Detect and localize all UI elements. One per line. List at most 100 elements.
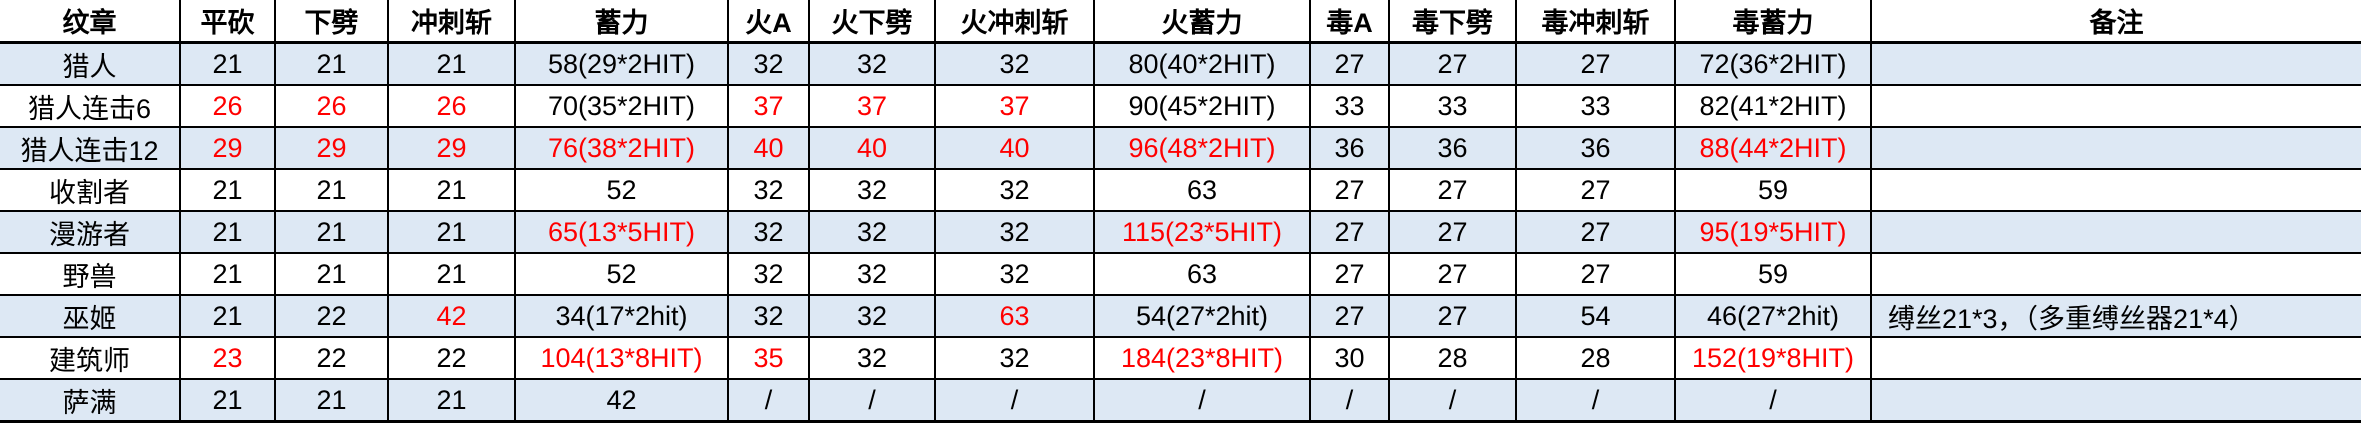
value-cell[interactable]: 26 xyxy=(274,84,389,128)
column-header[interactable]: 火蓄力 xyxy=(1093,0,1311,44)
value-cell[interactable]: 21 xyxy=(274,168,389,212)
value-cell[interactable]: 21 xyxy=(274,252,389,296)
value-cell[interactable]: 32 xyxy=(808,252,936,296)
value-cell[interactable]: 27 xyxy=(1309,168,1390,212)
value-cell[interactable]: 21 xyxy=(274,210,389,254)
value-cell[interactable]: 46(27*2hit) xyxy=(1674,294,1872,338)
value-cell[interactable]: 40 xyxy=(808,126,936,170)
value-cell[interactable]: 27 xyxy=(1388,41,1517,86)
value-cell[interactable]: 29 xyxy=(274,126,389,170)
value-cell[interactable]: 22 xyxy=(274,336,389,380)
crest-name-cell[interactable]: 巫姬 xyxy=(0,294,181,338)
value-cell[interactable]: 52 xyxy=(514,168,729,212)
crest-name-cell[interactable]: 漫游者 xyxy=(0,210,181,254)
value-cell[interactable]: 152(19*8HIT) xyxy=(1674,336,1872,380)
value-cell[interactable]: / xyxy=(934,378,1095,423)
value-cell[interactable]: 32 xyxy=(727,168,810,212)
column-header[interactable]: 毒蓄力 xyxy=(1674,0,1872,44)
value-cell[interactable]: 33 xyxy=(1309,84,1390,128)
value-cell[interactable]: 90(45*2HIT) xyxy=(1093,84,1311,128)
value-cell[interactable]: 36 xyxy=(1309,126,1390,170)
value-cell[interactable]: / xyxy=(1309,378,1390,423)
value-cell[interactable]: 21 xyxy=(387,168,516,212)
value-cell[interactable]: 27 xyxy=(1515,41,1676,86)
value-cell[interactable]: 88(44*2HIT) xyxy=(1674,126,1872,170)
value-cell[interactable]: / xyxy=(1388,378,1517,423)
value-cell[interactable]: 42 xyxy=(514,378,729,423)
value-cell[interactable]: / xyxy=(808,378,936,423)
value-cell[interactable]: 54(27*2hit) xyxy=(1093,294,1311,338)
crest-name-cell[interactable]: 建筑师 xyxy=(0,336,181,380)
value-cell[interactable]: 29 xyxy=(387,126,516,170)
crest-name-cell[interactable]: 萨满 xyxy=(0,378,181,423)
value-cell[interactable]: 30 xyxy=(1309,336,1390,380)
note-cell[interactable]: 缚丝21*3，（多重缚丝器21*4） xyxy=(1870,294,2361,338)
value-cell[interactable]: 37 xyxy=(727,84,810,128)
column-header[interactable]: 火冲刺斩 xyxy=(934,0,1095,44)
value-cell[interactable]: 59 xyxy=(1674,252,1872,296)
column-header[interactable]: 火A xyxy=(727,0,810,44)
value-cell[interactable]: 42 xyxy=(387,294,516,338)
note-cell[interactable] xyxy=(1870,378,2361,423)
value-cell[interactable]: 27 xyxy=(1388,294,1517,338)
value-cell[interactable]: 37 xyxy=(934,84,1095,128)
value-cell[interactable]: 28 xyxy=(1515,336,1676,380)
value-cell[interactable]: 22 xyxy=(274,294,389,338)
value-cell[interactable]: 27 xyxy=(1309,294,1390,338)
value-cell[interactable]: 21 xyxy=(179,294,276,338)
value-cell[interactable]: 21 xyxy=(387,252,516,296)
value-cell[interactable]: 76(38*2HIT) xyxy=(514,126,729,170)
value-cell[interactable]: 21 xyxy=(179,378,276,423)
value-cell[interactable]: 32 xyxy=(934,252,1095,296)
value-cell[interactable]: 40 xyxy=(727,126,810,170)
value-cell[interactable]: 63 xyxy=(934,294,1095,338)
value-cell[interactable]: 27 xyxy=(1309,210,1390,254)
value-cell[interactable]: 23 xyxy=(179,336,276,380)
value-cell[interactable]: 26 xyxy=(179,84,276,128)
value-cell[interactable]: 72(36*2HIT) xyxy=(1674,41,1872,86)
value-cell[interactable]: 21 xyxy=(179,168,276,212)
value-cell[interactable]: 32 xyxy=(934,41,1095,86)
value-cell[interactable]: / xyxy=(1674,378,1872,423)
value-cell[interactable]: 37 xyxy=(808,84,936,128)
value-cell[interactable]: 96(48*2HIT) xyxy=(1093,126,1311,170)
value-cell[interactable]: 33 xyxy=(1515,84,1676,128)
value-cell[interactable]: 21 xyxy=(387,378,516,423)
value-cell[interactable]: 22 xyxy=(387,336,516,380)
column-header[interactable]: 冲刺斩 xyxy=(387,0,516,44)
value-cell[interactable]: 32 xyxy=(808,41,936,86)
crest-name-cell[interactable]: 猎人 xyxy=(0,41,181,86)
value-cell[interactable]: 59 xyxy=(1674,168,1872,212)
value-cell[interactable]: 65(13*5HIT) xyxy=(514,210,729,254)
value-cell[interactable]: 95(19*5HIT) xyxy=(1674,210,1872,254)
value-cell[interactable]: 32 xyxy=(808,336,936,380)
value-cell[interactable]: 27 xyxy=(1388,168,1517,212)
value-cell[interactable]: 32 xyxy=(808,294,936,338)
crest-name-cell[interactable]: 猎人连击12 xyxy=(0,126,181,170)
value-cell[interactable]: 21 xyxy=(179,210,276,254)
value-cell[interactable]: 115(23*5HIT) xyxy=(1093,210,1311,254)
column-header[interactable]: 毒冲刺斩 xyxy=(1515,0,1676,44)
value-cell[interactable]: 63 xyxy=(1093,252,1311,296)
value-cell[interactable]: / xyxy=(1515,378,1676,423)
column-header[interactable]: 蓄力 xyxy=(514,0,729,44)
value-cell[interactable]: 82(41*2HIT) xyxy=(1674,84,1872,128)
value-cell[interactable]: 28 xyxy=(1388,336,1517,380)
value-cell[interactable]: 63 xyxy=(1093,168,1311,212)
column-header[interactable]: 纹章 xyxy=(0,0,181,44)
value-cell[interactable]: 32 xyxy=(934,168,1095,212)
note-cell[interactable] xyxy=(1870,210,2361,254)
value-cell[interactable]: 58(29*2HIT) xyxy=(514,41,729,86)
column-header[interactable]: 毒下劈 xyxy=(1388,0,1517,44)
value-cell[interactable]: 40 xyxy=(934,126,1095,170)
note-cell[interactable] xyxy=(1870,336,2361,380)
value-cell[interactable]: 36 xyxy=(1515,126,1676,170)
value-cell[interactable]: 32 xyxy=(808,210,936,254)
crest-name-cell[interactable]: 收割者 xyxy=(0,168,181,212)
value-cell[interactable]: 32 xyxy=(727,252,810,296)
value-cell[interactable]: 27 xyxy=(1309,41,1390,86)
value-cell[interactable]: 52 xyxy=(514,252,729,296)
value-cell[interactable]: 36 xyxy=(1388,126,1517,170)
value-cell[interactable]: 33 xyxy=(1388,84,1517,128)
value-cell[interactable]: 21 xyxy=(179,252,276,296)
